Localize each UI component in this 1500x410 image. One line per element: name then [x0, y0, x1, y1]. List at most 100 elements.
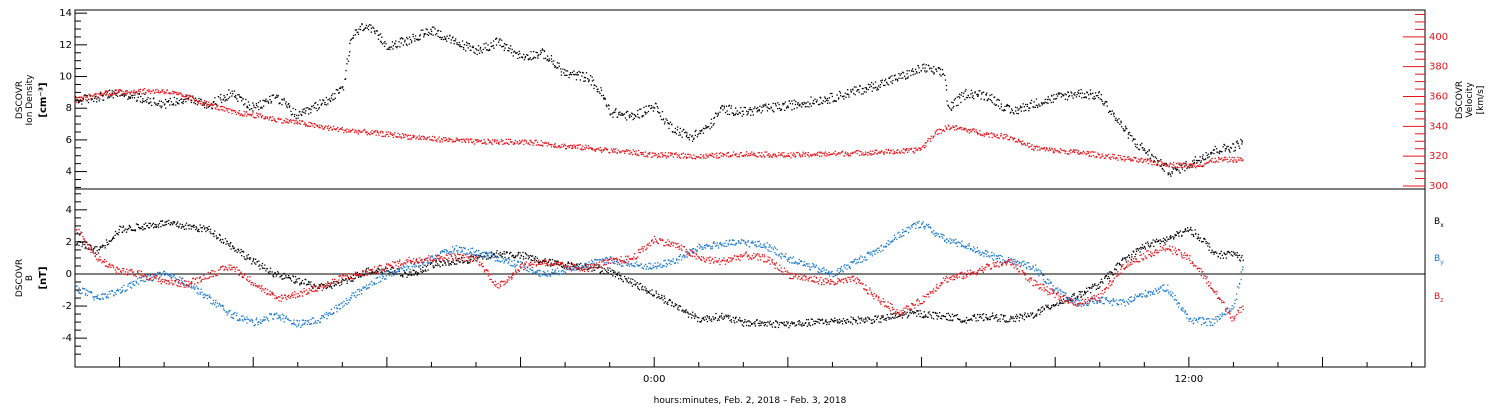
velocity-point — [1077, 150, 1080, 152]
velocity-point — [1145, 160, 1147, 163]
series-bx-point — [539, 261, 541, 264]
ion-density-point — [333, 98, 335, 101]
series-bx-point — [994, 316, 996, 319]
series-bx-point — [647, 291, 649, 293]
series-bx-point — [98, 249, 101, 251]
series-bx-point — [222, 238, 224, 241]
series-bx-point — [783, 321, 785, 323]
velocity-point — [797, 152, 799, 154]
series-bx-point — [472, 255, 474, 257]
ion-density-point — [541, 49, 544, 51]
ion-density-point — [534, 57, 537, 59]
series-bx-point — [1141, 247, 1143, 249]
ion-density-point — [886, 83, 888, 85]
ion-density-point — [446, 40, 448, 42]
velocity-point — [1188, 165, 1191, 167]
ion-density-point — [867, 83, 870, 85]
velocity-point — [792, 152, 795, 154]
series-bx-point — [760, 324, 762, 327]
ion-density-point — [349, 42, 351, 45]
velocity-point — [890, 150, 892, 152]
series-by-point — [115, 293, 117, 295]
ion-density-point — [354, 29, 356, 31]
series-bx-point — [1239, 259, 1241, 261]
velocity-point — [331, 128, 333, 130]
velocity-point — [385, 133, 387, 136]
velocity-point — [1197, 165, 1199, 167]
ion-density-point — [258, 108, 260, 111]
velocity-point — [1196, 162, 1198, 165]
ion-density-point — [666, 119, 668, 121]
series-bx-point — [942, 315, 944, 317]
series-bx-point — [710, 318, 713, 320]
velocity-point — [1091, 151, 1093, 153]
series-by-point — [78, 291, 80, 294]
ion-density-point — [592, 79, 595, 81]
series-bx-point — [1041, 310, 1043, 312]
ion-density-point — [139, 101, 142, 103]
series-bx-point — [909, 310, 911, 312]
series-bx-point — [630, 278, 632, 280]
series-bx-point — [534, 256, 537, 258]
ion-density-point — [180, 98, 182, 100]
velocity-point — [571, 145, 573, 147]
velocity-point — [703, 157, 705, 159]
series-by-point — [96, 297, 98, 299]
series-bx-point — [999, 320, 1001, 323]
series-bx-point — [392, 272, 394, 274]
series-bx-point — [739, 317, 741, 319]
velocity-point — [557, 146, 560, 148]
velocity-point — [1028, 146, 1030, 148]
series-by-point — [124, 290, 126, 292]
ion-density-point — [958, 95, 960, 98]
series-bx-point — [863, 318, 865, 320]
ion-density-point — [157, 104, 159, 106]
series-bx-point — [808, 322, 811, 324]
ion-density-point — [317, 108, 320, 110]
series-bx-point — [894, 317, 896, 319]
series-bx-point — [148, 227, 151, 229]
series-bx-point — [283, 272, 285, 275]
series-by-point — [183, 283, 185, 285]
ion-density-point — [1230, 147, 1233, 149]
series-bx-point — [1205, 242, 1207, 245]
ion-density-point — [448, 37, 450, 40]
velocity-point — [1241, 160, 1243, 162]
ion-density-point — [540, 50, 542, 52]
velocity-point — [952, 126, 954, 128]
ion-density-point — [229, 96, 231, 98]
ion-density-point — [370, 27, 373, 29]
ion-density-point — [824, 100, 826, 103]
ion-density-point — [308, 113, 310, 115]
ion-density-point — [638, 117, 641, 119]
series-bx-point — [539, 260, 541, 262]
ion-density-point — [334, 93, 336, 95]
series-bx-point — [139, 228, 141, 230]
series-bx-point — [958, 318, 960, 321]
series-bx-point — [1199, 237, 1202, 239]
ion-density-point — [409, 38, 412, 41]
velocity-point — [1052, 150, 1055, 152]
velocity-point — [785, 155, 787, 157]
series-bx-point — [809, 324, 811, 327]
series-bx-point — [434, 264, 437, 266]
velocity-point — [538, 144, 540, 146]
ion-density-point — [635, 115, 637, 118]
ion-density-point — [618, 112, 620, 114]
ion-density-point — [85, 94, 87, 96]
series-bx-point — [560, 263, 562, 265]
series-bx-point — [145, 222, 147, 224]
ion-density-point — [189, 94, 191, 97]
series-bx-point — [1221, 254, 1223, 256]
series-bx-point — [1166, 240, 1168, 242]
velocity-point — [711, 152, 713, 155]
series-bx-point — [1114, 268, 1116, 271]
series-bx-point — [206, 227, 209, 229]
velocity-point — [1238, 159, 1240, 161]
series-bx-point — [565, 264, 567, 266]
series-by-point — [204, 293, 206, 295]
series-bx-point — [262, 267, 264, 270]
velocity-point — [1186, 167, 1188, 169]
velocity-point — [527, 142, 529, 144]
velocity-point — [474, 143, 476, 145]
